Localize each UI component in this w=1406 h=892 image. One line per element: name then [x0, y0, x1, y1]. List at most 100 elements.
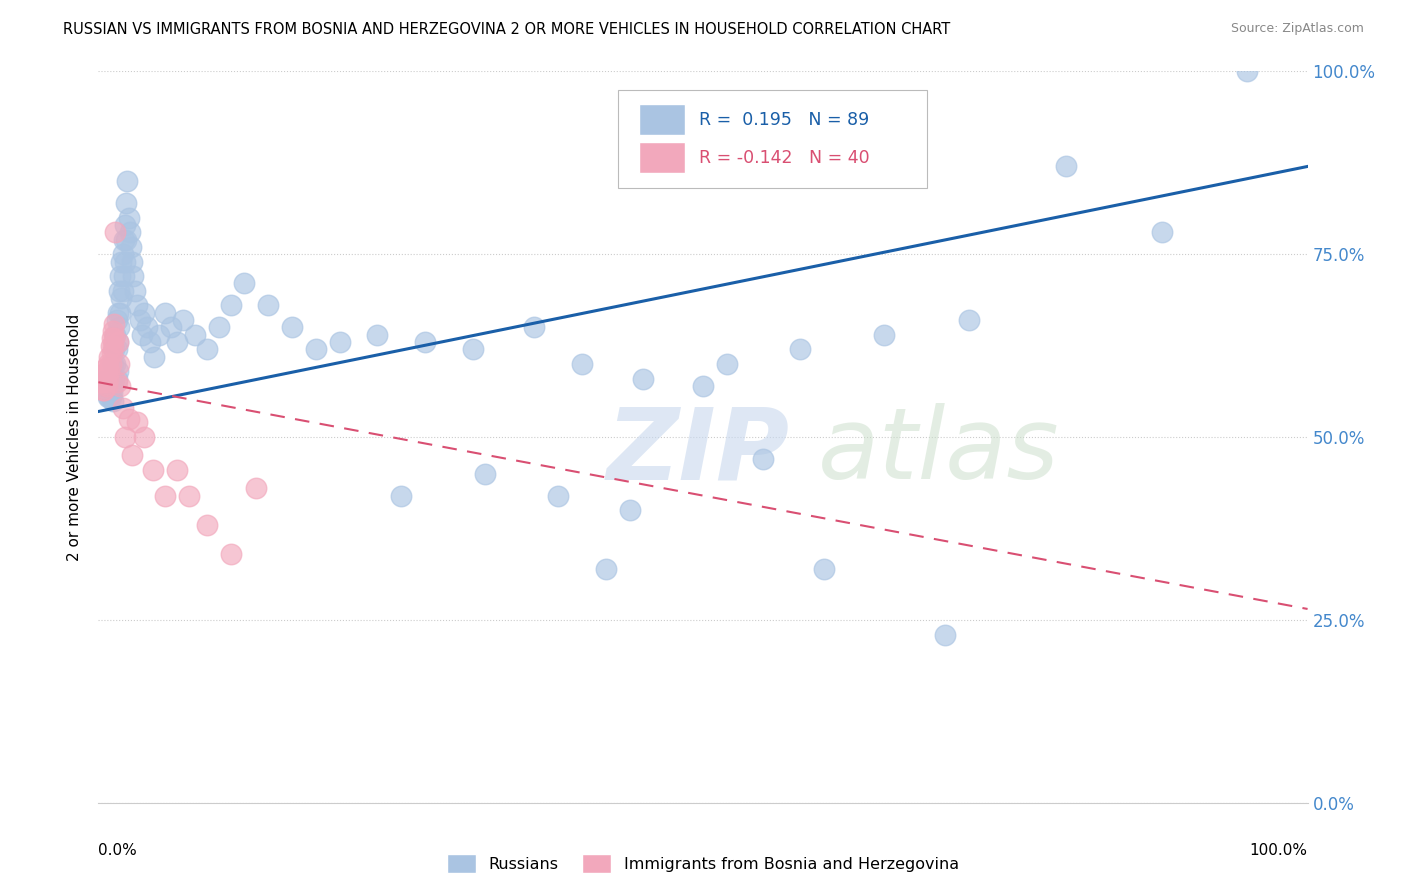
- Point: [110, 291, 132, 305]
- Point: [108, 357, 131, 371]
- Point: [100, 357, 122, 371]
- Point: [107, 334, 129, 349]
- Point: [98, 390, 121, 404]
- Point: [107, 334, 129, 349]
- Point: [873, 327, 896, 342]
- Point: [100, 390, 122, 404]
- Point: [281, 320, 304, 334]
- Point: [100, 371, 122, 385]
- Point: [547, 489, 569, 503]
- Point: [97, 371, 120, 385]
- FancyBboxPatch shape: [619, 90, 927, 188]
- Point: [103, 317, 125, 331]
- Point: [101, 338, 124, 352]
- Point: [1054, 160, 1077, 174]
- Point: [111, 247, 134, 261]
- Point: [108, 284, 131, 298]
- Point: [143, 350, 166, 364]
- Point: [98, 350, 121, 364]
- Point: [108, 269, 131, 284]
- Point: [112, 233, 135, 247]
- Point: [523, 320, 546, 334]
- Point: [934, 627, 956, 641]
- Point: [114, 254, 136, 268]
- Point: [117, 174, 139, 188]
- Point: [101, 379, 124, 393]
- Point: [957, 313, 980, 327]
- Point: [105, 376, 128, 390]
- Point: [96, 379, 118, 393]
- Point: [305, 343, 328, 357]
- Point: [195, 517, 218, 532]
- Point: [118, 412, 141, 426]
- Point: [134, 306, 156, 320]
- Point: [153, 306, 176, 320]
- Point: [128, 313, 150, 327]
- Point: [595, 562, 617, 576]
- Point: [104, 327, 127, 342]
- Text: ZIP: ZIP: [606, 403, 789, 500]
- Point: [115, 196, 138, 211]
- Point: [245, 481, 267, 495]
- Point: [91, 383, 114, 397]
- Point: [108, 306, 131, 320]
- Point: [90, 368, 112, 382]
- Point: [184, 327, 207, 342]
- Point: [692, 379, 714, 393]
- Point: [571, 357, 593, 371]
- Point: [98, 364, 121, 378]
- Point: [139, 334, 162, 349]
- Point: [474, 467, 496, 481]
- Point: [96, 376, 118, 390]
- Point: [115, 233, 138, 247]
- Point: [131, 327, 153, 342]
- Point: [121, 448, 143, 462]
- Point: [104, 357, 127, 371]
- Point: [232, 277, 254, 291]
- Point: [208, 320, 231, 334]
- Point: [101, 357, 124, 371]
- Text: 0.0%: 0.0%: [98, 843, 138, 858]
- Point: [103, 343, 125, 357]
- Point: [160, 320, 183, 334]
- Point: [94, 376, 117, 390]
- Point: [97, 376, 120, 390]
- Text: RUSSIAN VS IMMIGRANTS FROM BOSNIA AND HERZEGOVINA 2 OR MORE VEHICLES IN HOUSEHOL: RUSSIAN VS IMMIGRANTS FROM BOSNIA AND HE…: [63, 22, 950, 37]
- Point: [366, 327, 388, 342]
- Point: [105, 313, 128, 327]
- Point: [329, 334, 352, 349]
- Text: Source: ZipAtlas.com: Source: ZipAtlas.com: [1230, 22, 1364, 36]
- Point: [172, 313, 194, 327]
- Point: [118, 225, 141, 239]
- Text: 100.0%: 100.0%: [1250, 843, 1308, 858]
- Point: [813, 562, 835, 576]
- FancyBboxPatch shape: [638, 143, 685, 173]
- Point: [93, 376, 115, 390]
- Point: [101, 393, 124, 408]
- Point: [389, 489, 412, 503]
- Point: [96, 364, 118, 378]
- Point: [121, 254, 143, 268]
- Point: [97, 390, 120, 404]
- Point: [752, 452, 775, 467]
- Point: [91, 376, 114, 390]
- Point: [114, 430, 136, 444]
- Point: [256, 298, 278, 312]
- Point: [93, 383, 115, 397]
- Point: [179, 489, 201, 503]
- Point: [111, 284, 134, 298]
- Y-axis label: 2 or more Vehicles in Household: 2 or more Vehicles in Household: [67, 313, 83, 561]
- Point: [100, 331, 122, 345]
- Point: [104, 225, 127, 239]
- Point: [100, 346, 122, 360]
- Point: [103, 331, 125, 345]
- Point: [112, 269, 135, 284]
- Point: [153, 489, 176, 503]
- Text: R = -0.142   N = 40: R = -0.142 N = 40: [699, 149, 870, 167]
- Point: [619, 503, 641, 517]
- Point: [124, 284, 146, 298]
- Point: [100, 386, 122, 401]
- Point: [105, 371, 128, 385]
- Point: [166, 334, 188, 349]
- Point: [127, 416, 149, 430]
